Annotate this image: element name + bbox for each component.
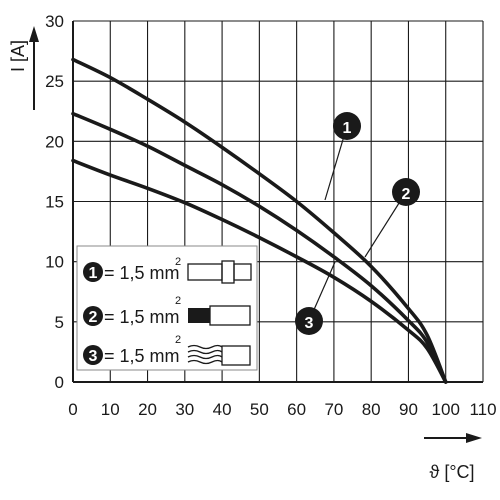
legend-entry-1-number: 1 xyxy=(89,265,98,282)
ferrule-plastic-collar-icon xyxy=(187,260,252,284)
x-tick-label-40: 40 xyxy=(213,400,232,419)
legend-entry-3: 3 = 1,5 mm 2 xyxy=(83,334,251,366)
legend-entry-1-label: = 1,5 mm xyxy=(104,263,180,283)
stranded-wire-icon xyxy=(187,344,251,366)
series-line-1 xyxy=(71,57,448,384)
legend-entry-1: 1 = 1,5 mm 2 xyxy=(83,256,252,284)
legend-entry-3-number: 3 xyxy=(89,348,98,365)
legend-entry-2-superscript: 2 xyxy=(175,295,181,307)
y-axis-arrow xyxy=(29,26,39,110)
series-line-2 xyxy=(71,111,448,384)
grid xyxy=(72,20,484,383)
x-tick-label-90: 90 xyxy=(399,400,418,419)
legend-entry-3-superscript: 2 xyxy=(175,334,181,346)
x-tick-label-100: 100 xyxy=(432,400,460,419)
legend-entry-2-label: = 1,5 mm xyxy=(104,307,180,327)
ferrule-icon xyxy=(188,305,251,326)
x-tick-label-20: 20 xyxy=(138,400,157,419)
y-tick-label-15: 15 xyxy=(45,193,64,212)
x-tick-label-80: 80 xyxy=(362,400,381,419)
y-tick-label-30: 30 xyxy=(45,12,64,31)
legend-entry-3-label: = 1,5 mm xyxy=(104,346,180,366)
legend-box xyxy=(76,245,258,371)
x-tick-label-60: 60 xyxy=(287,400,306,419)
legend-entry-1-superscript: 2 xyxy=(175,256,181,268)
curve-badge-3 xyxy=(295,307,323,335)
x-tick-label-0: 0 xyxy=(68,400,77,419)
curve-badge-1 xyxy=(333,112,361,140)
series-line-3 xyxy=(71,158,448,384)
x-tick-label-50: 50 xyxy=(250,400,269,419)
y-tick-label-0: 0 xyxy=(55,373,64,392)
y-tick-label-5: 5 xyxy=(55,313,64,332)
y-axis-label: I [A] xyxy=(8,40,28,72)
y-tick-label-20: 20 xyxy=(45,132,64,151)
legend-entry-2-number: 2 xyxy=(89,309,98,326)
y-tick-label-25: 25 xyxy=(45,72,64,91)
curve-badge-label-2: 2 xyxy=(402,186,411,203)
y-tick-label-10: 10 xyxy=(45,253,64,272)
x-tick-label-30: 30 xyxy=(175,400,194,419)
x-tick-label-10: 10 xyxy=(101,400,120,419)
x-tick-label-110: 110 xyxy=(469,400,496,419)
x-tick-label-70: 70 xyxy=(324,400,343,419)
legend-entry-2: 2 = 1,5 mm 2 xyxy=(83,295,251,327)
x-axis-label: ϑ [°C] xyxy=(429,462,474,482)
x-axis-arrow xyxy=(424,433,482,443)
curve-badge-2 xyxy=(392,178,420,206)
tick-labels: 0 10 20 30 40 50 60 70 80 90 100 110 0 5 10 15 20 25 30 xyxy=(45,12,496,419)
legend: 1 = 1,5 mm 2 2 = 1,5 mm 2 3 = 1,5 mm xyxy=(76,245,258,371)
curves xyxy=(71,57,448,384)
curve-badges: 1 2 3 xyxy=(295,112,420,335)
curve-badge-label-3: 3 xyxy=(305,315,314,332)
curve-badge-label-1: 1 xyxy=(343,120,352,137)
